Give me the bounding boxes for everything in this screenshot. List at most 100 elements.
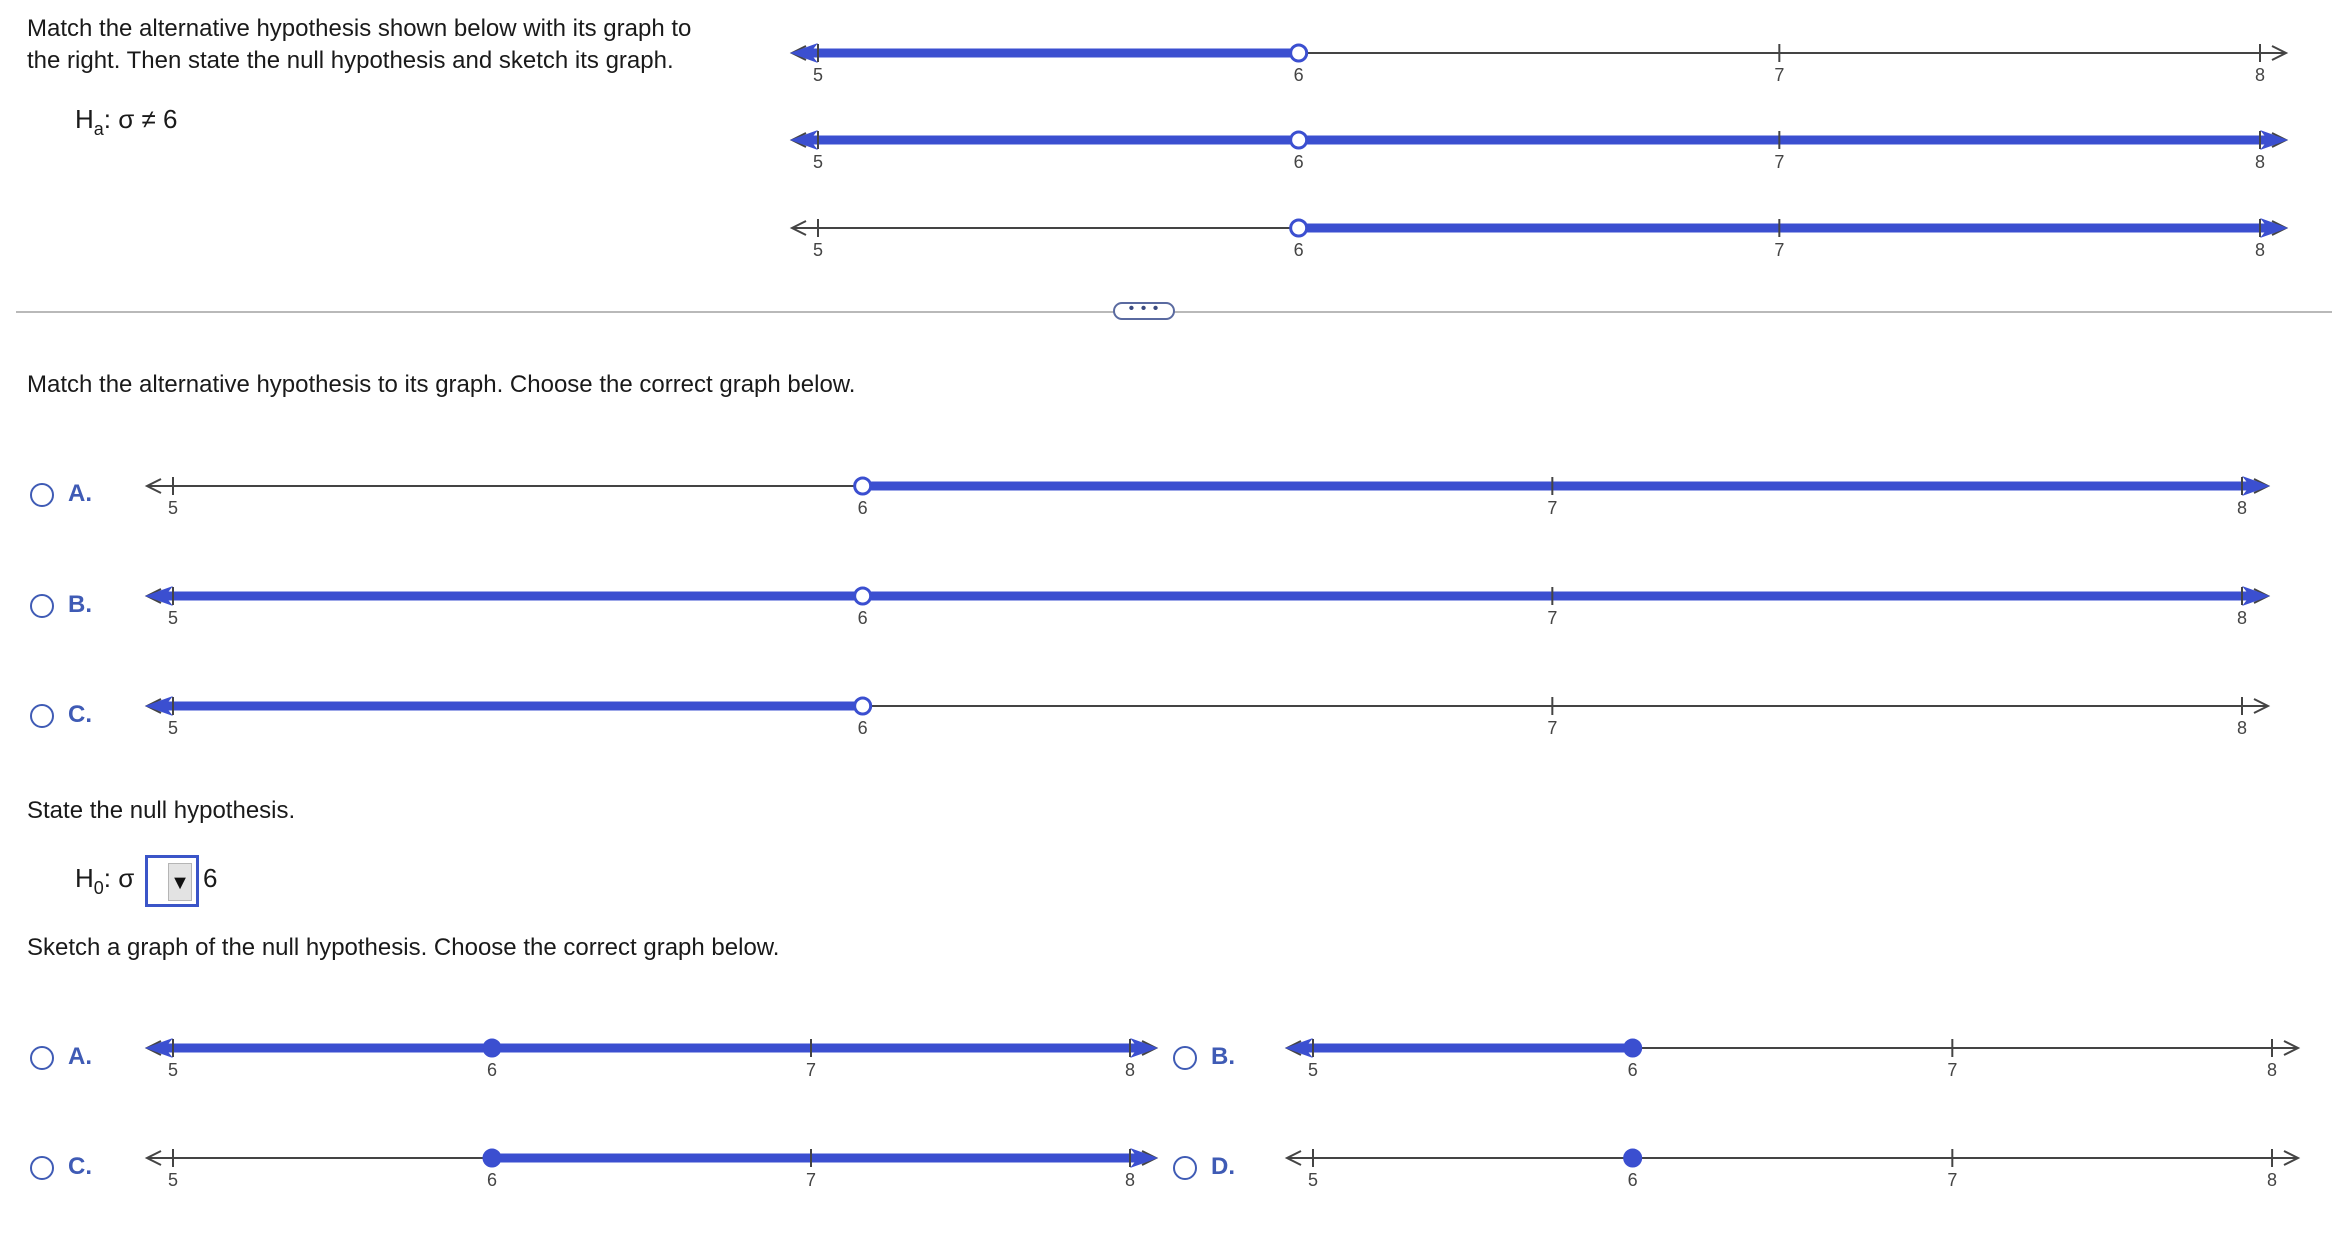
tick-label: 7 <box>1774 65 1784 85</box>
part3-graph-d: 5 6 7 8 <box>1284 1148 2301 1190</box>
tick-label: 5 <box>168 718 178 738</box>
closed-dot <box>482 1148 502 1168</box>
option-label: B. <box>1211 1043 1235 1070</box>
shaded-arrow-left <box>145 1038 173 1058</box>
shaded-arrow-right <box>1130 1038 1158 1058</box>
radio-button[interactable] <box>30 483 54 507</box>
tick-label: 8 <box>2255 152 2265 172</box>
option-label: D. <box>1211 1153 1235 1180</box>
part2-prompt: State the null hypothesis. <box>27 797 296 824</box>
radio-button[interactable] <box>30 1046 54 1070</box>
tick-label: 7 <box>1947 1170 1957 1190</box>
tick-label: 5 <box>168 1060 178 1080</box>
tick-label: 7 <box>806 1170 816 1190</box>
tick-label: 7 <box>1547 608 1557 628</box>
option-label: C. <box>68 701 92 728</box>
reference-graph-right: 5 6 7 8 <box>789 218 2289 260</box>
open-circle <box>1289 130 1309 150</box>
part3-prompt: Sketch a graph of the null hypothesis. C… <box>27 934 780 961</box>
expand-button[interactable]: • • • <box>1113 301 1175 320</box>
tick-label: 7 <box>1547 718 1557 738</box>
radio-button[interactable] <box>30 594 54 618</box>
tick-label: 6 <box>1294 65 1304 85</box>
shaded-arrow-right <box>2260 218 2288 238</box>
reference-graph-left: 5 6 7 8 <box>789 43 2289 85</box>
shaded-arrow-left <box>145 696 173 716</box>
shaded-arrow-left <box>790 43 818 63</box>
open-circle <box>853 586 873 606</box>
left-arrow <box>144 1150 162 1166</box>
open-circle <box>853 696 873 716</box>
right-arrow <box>2283 1040 2301 1056</box>
option-label: A. <box>68 1043 92 1070</box>
radio-button[interactable] <box>1173 1046 1197 1070</box>
right-arrow <box>2271 45 2289 61</box>
tick-label: 8 <box>1125 1170 1135 1190</box>
open-circle <box>1289 218 1309 238</box>
closed-dot <box>1623 1148 1643 1168</box>
option-label: A. <box>68 480 92 507</box>
tick-label: 6 <box>487 1060 497 1080</box>
shaded-arrow-left <box>145 586 173 606</box>
tick-label: 7 <box>1947 1060 1957 1080</box>
dropdown-arrow-icon[interactable]: ▼ <box>168 863 192 901</box>
tick-label: 6 <box>1294 152 1304 172</box>
null-hypothesis-relation-select[interactable]: ▼ <box>145 855 199 907</box>
part1-prompt: Match the alternative hypothesis to its … <box>27 371 856 398</box>
tick-label: 8 <box>2267 1170 2277 1190</box>
radio-button[interactable] <box>30 704 54 728</box>
left-arrow <box>144 478 162 494</box>
tick-label: 7 <box>806 1060 816 1080</box>
closed-dot <box>482 1038 502 1058</box>
right-arrow <box>2253 698 2271 714</box>
tick-label: 8 <box>2255 65 2265 85</box>
shaded-arrow-left <box>790 130 818 150</box>
tick-label: 6 <box>858 718 868 738</box>
tick-label: 5 <box>168 608 178 628</box>
tick-label: 8 <box>2237 498 2247 518</box>
radio-button[interactable] <box>30 1156 54 1180</box>
tick-label: 5 <box>813 240 823 260</box>
tick-label: 8 <box>1125 1060 1135 1080</box>
tick-label: 6 <box>1294 240 1304 260</box>
tick-label: 7 <box>1774 240 1784 260</box>
option-label: B. <box>68 591 92 618</box>
closed-dot <box>1623 1038 1643 1058</box>
part1-graph-c: 5 6 7 8 <box>144 696 2271 738</box>
tick-label: 8 <box>2237 608 2247 628</box>
tick-label: 8 <box>2267 1060 2277 1080</box>
part1-graph-a: 5 6 7 8 <box>144 476 2271 518</box>
open-circle <box>1289 43 1309 63</box>
shaded-arrow-right <box>1130 1148 1158 1168</box>
tick-label: 5 <box>1308 1060 1318 1080</box>
radio-button[interactable] <box>1173 1156 1197 1180</box>
instruction-line-1: Match the alternative hypothesis shown b… <box>27 15 692 42</box>
right-arrow <box>2283 1150 2301 1166</box>
tick-label: 6 <box>1628 1060 1638 1080</box>
shaded-arrow-right <box>2242 586 2270 606</box>
tick-label: 8 <box>2237 718 2247 738</box>
tick-label: 7 <box>1547 498 1557 518</box>
tick-label: 5 <box>168 498 178 518</box>
shaded-arrow-left <box>1285 1038 1313 1058</box>
tick-label: 6 <box>858 498 868 518</box>
option-label: C. <box>68 1153 92 1180</box>
reference-graph-both: 5 6 7 8 <box>789 130 2289 172</box>
left-arrow <box>1284 1150 1302 1166</box>
alternative-hypothesis: Ha: σ ≠ 6 <box>75 104 178 139</box>
part3-graph-b: 5 6 7 8 <box>1284 1038 2301 1080</box>
open-circle <box>853 476 873 496</box>
tick-label: 7 <box>1774 152 1784 172</box>
part1-graph-b: 5 6 7 8 <box>144 586 2271 628</box>
part3-graph-c: 5 6 7 8 <box>144 1148 1159 1190</box>
null-hypothesis-value: 6 <box>203 863 218 893</box>
left-arrow <box>789 220 807 236</box>
instruction-line-2: the right. Then state the null hypothesi… <box>27 47 674 74</box>
tick-label: 5 <box>168 1170 178 1190</box>
tick-label: 5 <box>813 152 823 172</box>
part3-graph-a: 5 6 7 8 <box>144 1038 1159 1080</box>
tick-label: 6 <box>858 608 868 628</box>
null-hypothesis: H0: σ <box>75 863 135 898</box>
tick-label: 6 <box>487 1170 497 1190</box>
tick-label: 5 <box>813 65 823 85</box>
